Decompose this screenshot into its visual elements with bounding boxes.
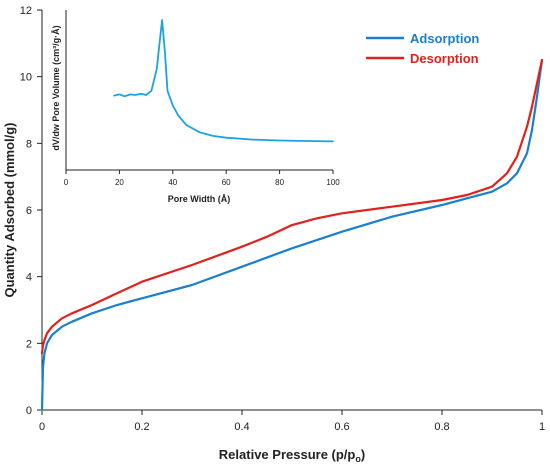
main-x-tick-label: 0.2 [134,421,149,433]
main-y-tick-label: 12 [20,5,32,17]
legend: Adsorption Desorption [366,31,479,66]
main-y-tick-label: 0 [26,405,32,417]
series-line-desorption [40,58,544,355]
inset-plot: 0 20 40 60 80 100 Pore Width (Å) dV/dw Pore V… [51,10,340,204]
inset-x-tick-label: 40 [168,178,177,187]
main-y-tick-label: 4 [26,272,32,284]
inset-series-lines [113,19,334,143]
main-y-tick-label: 6 [26,205,32,217]
main-y-tick-label: 8 [26,138,32,150]
series-line-adsorption [40,58,544,412]
main-x-tick-label: 0.4 [234,421,249,433]
inset-x-tick-label: 0 [64,178,69,187]
inset-x-tick-label: 20 [115,178,124,187]
main-x-tick-label: 1 [539,421,545,433]
main-x-axis-title: Relative Pressure (p/po) [219,447,365,464]
inset-x-axis-title: Pore Width (Å) [168,194,230,204]
main-x-tick-label: 0 [39,421,45,433]
main-y-axis-title: Quantity Adsorbed (mmol/g) [2,122,17,297]
main-x-tick-label: 0.8 [434,421,449,433]
inset-x-ticks: 0 20 40 60 80 100 [64,170,340,187]
main-y-tick-label: 10 [20,72,32,84]
inset-series-line [113,19,334,143]
inset-x-tick-label: 60 [222,178,231,187]
legend-label-adsorption: Adsorption [410,31,479,46]
main-x-tick-label: 0.6 [334,421,349,433]
main-y-tick-label: 2 [26,338,32,350]
inset-x-tick-label: 100 [326,178,340,187]
inset-y-axis-title: dV/dw Pore Volume (cm³/g·Å) [51,25,61,150]
main-series-lines [40,58,544,412]
main-x-ticks: 0 0.2 0.4 0.6 0.8 1 [39,410,545,433]
main-plot: 0 0.2 0.4 0.6 0.8 1 0 2 4 6 8 10 12 Relative Pressu… [2,5,545,464]
legend-label-desorption: Desorption [410,51,479,66]
main-y-ticks: 0 2 4 6 8 10 12 [20,5,42,417]
inset-x-tick-label: 80 [275,178,284,187]
